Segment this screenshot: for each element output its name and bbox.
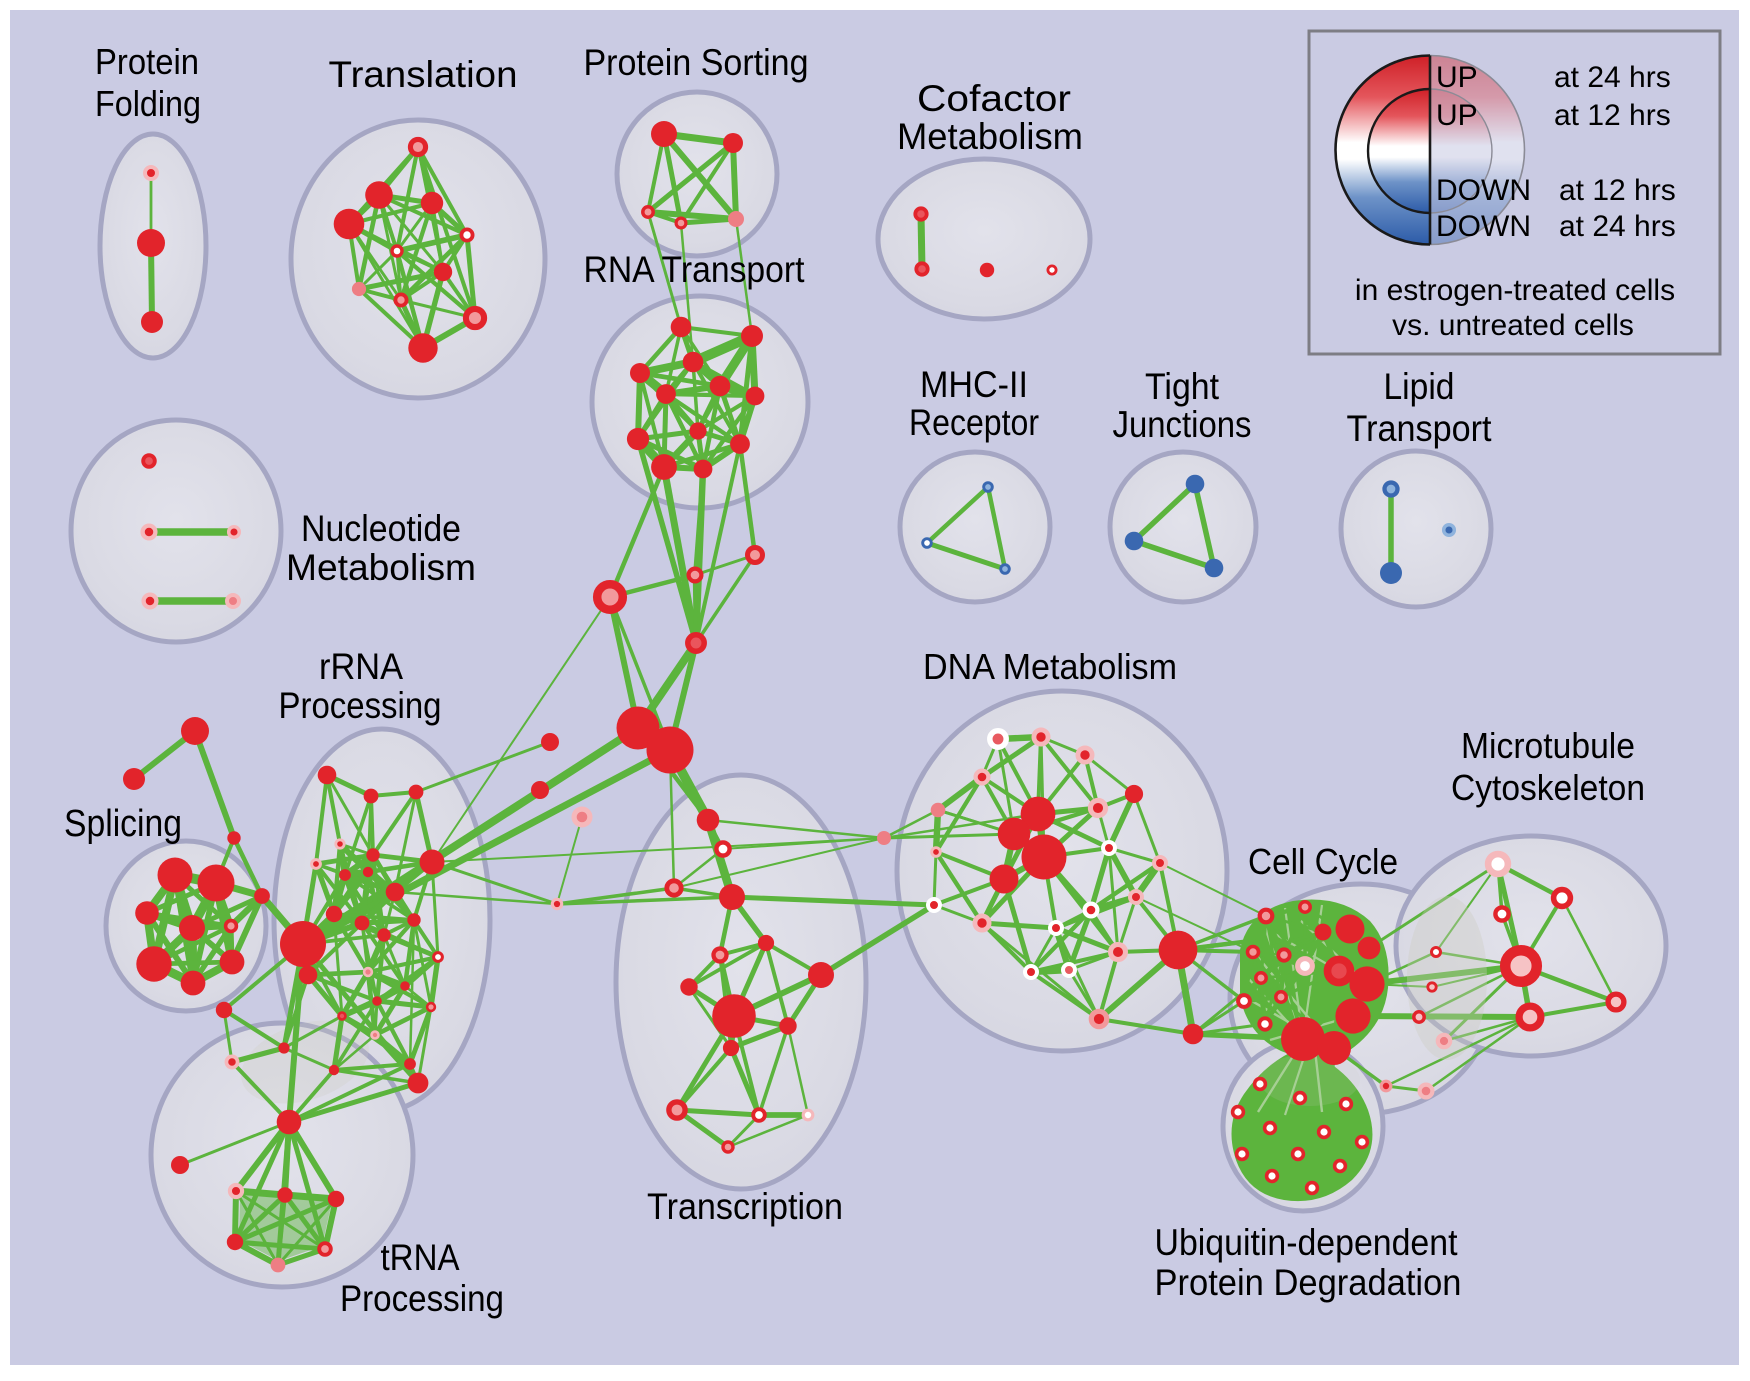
svg-text:Processing: Processing	[340, 1278, 504, 1319]
svg-text:at 24 hrs: at 24 hrs	[1559, 210, 1676, 243]
svg-text:DOWN: DOWN	[1436, 174, 1531, 207]
svg-text:Protein: Protein	[95, 41, 199, 82]
svg-text:Ubiquitin-dependent: Ubiquitin-dependent	[1155, 1222, 1459, 1263]
svg-text:Nucleotide: Nucleotide	[301, 508, 461, 549]
svg-text:Folding: Folding	[95, 83, 201, 124]
svg-text:Tight: Tight	[1145, 366, 1220, 407]
svg-text:Transport: Transport	[1347, 408, 1493, 449]
svg-text:MHC-II: MHC-II	[920, 364, 1028, 405]
svg-text:Cofactor: Cofactor	[917, 78, 1071, 119]
svg-text:Receptor: Receptor	[909, 402, 1039, 443]
svg-text:tRNA: tRNA	[381, 1237, 460, 1278]
svg-text:DOWN: DOWN	[1436, 210, 1531, 243]
svg-text:at 24 hrs: at 24 hrs	[1554, 61, 1671, 94]
svg-text:Metabolism: Metabolism	[897, 116, 1083, 157]
svg-text:Junctions: Junctions	[1113, 404, 1252, 445]
svg-text:DNA Metabolism: DNA Metabolism	[923, 646, 1177, 687]
svg-text:in estrogen-treated cells: in estrogen-treated cells	[1355, 274, 1675, 307]
svg-text:Transcription: Transcription	[647, 1186, 843, 1227]
svg-text:Protein Sorting: Protein Sorting	[584, 42, 809, 83]
svg-text:Metabolism: Metabolism	[286, 547, 476, 588]
svg-text:rRNA: rRNA	[319, 646, 403, 687]
svg-text:Protein Degradation: Protein Degradation	[1155, 1262, 1462, 1303]
svg-text:at 12 hrs: at 12 hrs	[1559, 174, 1676, 207]
svg-text:vs. untreated cells: vs. untreated cells	[1392, 309, 1634, 342]
svg-text:at 12 hrs: at 12 hrs	[1554, 99, 1671, 132]
svg-text:Microtubule: Microtubule	[1461, 725, 1635, 766]
svg-text:RNA Transport: RNA Transport	[584, 249, 806, 290]
svg-text:Translation: Translation	[329, 54, 518, 95]
svg-text:Cytoskeleton: Cytoskeleton	[1451, 767, 1645, 808]
svg-text:Cell Cycle: Cell Cycle	[1248, 841, 1398, 882]
svg-text:Splicing: Splicing	[64, 803, 182, 845]
svg-text:Lipid: Lipid	[1384, 366, 1455, 407]
svg-text:Processing: Processing	[279, 685, 442, 726]
svg-text:UP: UP	[1436, 99, 1478, 132]
svg-text:UP: UP	[1436, 61, 1478, 94]
